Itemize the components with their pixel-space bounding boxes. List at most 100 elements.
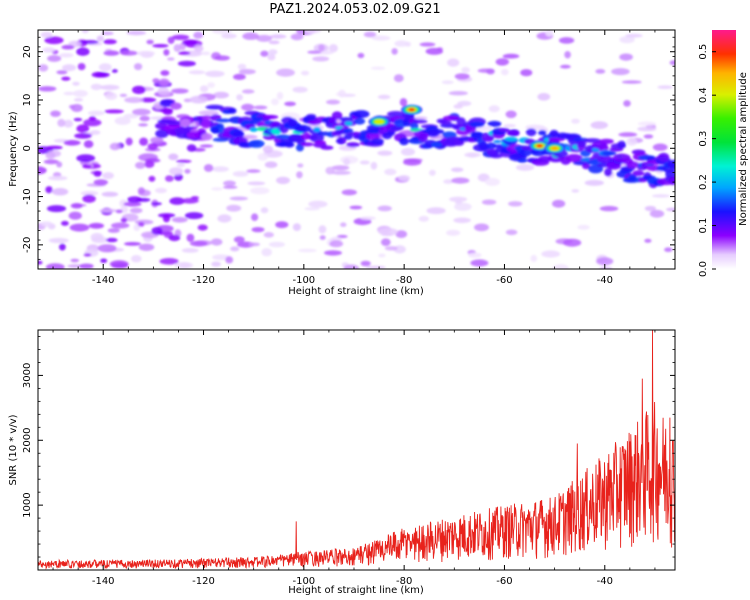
spectrogram-ridge-blob (667, 159, 675, 169)
spectrogram-ridge-blob (320, 145, 334, 150)
spectrogram-noise-blob (139, 97, 157, 103)
y-tick-label: 20 (22, 45, 33, 58)
spectrogram-noise-blob (189, 240, 208, 247)
spectrogram-noise-blob (223, 180, 236, 187)
spectrogram-noise-blob (590, 121, 608, 129)
spectrogram-ridge-blob (442, 115, 460, 121)
spectrogram-noise-blob (73, 90, 88, 97)
spectrogram-noise-blob (76, 47, 90, 56)
spectrogram-noise-blob (560, 64, 571, 69)
spectrogram-noise-blob (150, 136, 164, 144)
spectrogram-noise-blob (384, 246, 398, 251)
spectrogram-noise-blob (269, 34, 287, 39)
spectrogram-noise-blob (45, 263, 65, 269)
spectrogram-ridge-blob (499, 127, 510, 133)
spectrogram-noise-blob (251, 213, 259, 221)
spectrogram-noise-blob (290, 33, 304, 41)
spectrogram-noise-blob (57, 118, 66, 127)
spectrogram-noise-blob (133, 224, 141, 231)
spectrogram-noise-blob (93, 179, 109, 186)
spectrogram-noise-blob (48, 237, 69, 244)
spectrogram-noise-blob (199, 85, 209, 93)
spectrogram-noise-blob (81, 30, 89, 34)
spectrogram-noise-blob (242, 134, 258, 140)
spectrogram-noise-blob (217, 214, 232, 223)
spectrogram-ridge-blob (180, 118, 191, 127)
spectrogram-noise-blob (481, 199, 497, 205)
spectrogram-noise-blob (46, 205, 67, 213)
spectrogram-noise-blob (275, 221, 289, 229)
spectrogram-noise-blob (395, 230, 408, 239)
spectrogram-noise-blob (651, 194, 670, 198)
spectrogram-noise-blob (451, 167, 464, 173)
spectrogram-x-axis-label: Height of straight line (km) (288, 286, 424, 297)
spectrogram-noise-blob (669, 60, 675, 66)
spectrogram-noise-blob (619, 36, 635, 44)
spectrogram-noise-blob (343, 264, 360, 269)
spectrogram-ridge-core (344, 121, 353, 126)
spectrogram-noise-blob (124, 97, 144, 103)
x-tick-label: -100 (292, 275, 315, 286)
spectrogram-ridge-blob (211, 127, 220, 134)
spectrogram-noise-blob (377, 205, 392, 212)
spectrogram-ridge-blob (284, 141, 295, 148)
spectrogram-ridge-blob (486, 142, 497, 150)
spectrogram-noise-blob (151, 202, 162, 206)
spectrogram-noise-blob (38, 64, 49, 72)
x-tick-label: -140 (92, 576, 115, 587)
spectrogram-noise-blob (233, 236, 245, 243)
spectrogram-noise-blob (657, 85, 673, 89)
spectrogram-noise-blob (341, 189, 357, 196)
spectrogram-noise-blob (447, 58, 460, 67)
spectrogram-noise-blob (505, 110, 517, 119)
y-tick-label: 2000 (22, 428, 33, 453)
spectrogram-noise-blob (146, 39, 154, 45)
spectrogram-noise-blob (178, 51, 191, 56)
spectrogram-ridge-blob (506, 130, 520, 137)
spectrogram-noise-blob (168, 234, 181, 242)
spectrogram-noise-blob (125, 137, 133, 146)
spectrogram-noise-blob (484, 177, 500, 186)
snr-series-line (38, 330, 675, 570)
spectrogram-ridge-blob (565, 154, 583, 163)
spectrogram-noise-blob (363, 31, 377, 38)
y-tick-label: 3000 (22, 363, 33, 388)
spectrogram-noise-blob (132, 108, 151, 116)
spectrogram-noise-blob (619, 53, 633, 61)
spectrogram-noise-blob (132, 85, 146, 95)
spectrogram-noise-blob (103, 39, 117, 45)
spectrogram-noise-blob (73, 117, 83, 122)
spectrogram-noise-blob (147, 143, 158, 151)
spectrogram-noise-blob (413, 116, 428, 120)
spectrogram-noise-blob (515, 164, 535, 171)
spectrogram-noise-blob (103, 50, 120, 56)
x-tick-label: -40 (597, 576, 613, 587)
spectrogram-noise-blob (637, 121, 657, 126)
spectrogram-noise-blob (90, 232, 104, 242)
spectrogram-noise-blob (454, 73, 470, 80)
spectrogram-noise-blob (197, 224, 208, 231)
spectrogram-noise-blob (82, 194, 96, 203)
spectrogram-noise-blob (186, 233, 195, 242)
spectrogram-noise-blob (167, 36, 175, 44)
spectrogram-noise-blob (171, 217, 188, 223)
spectrogram-noise-blob (51, 188, 69, 196)
spectrogram-noise-blob (318, 225, 327, 234)
spectrogram-noise-blob (83, 253, 92, 257)
spectrogram-noise-blob (56, 161, 63, 168)
spectrogram-noise-blob (225, 256, 234, 264)
spectrogram-noise-blob (70, 203, 83, 209)
x-tick-label: -100 (292, 576, 315, 587)
spectrogram-noise-blob (340, 222, 347, 227)
colorbar-gradient (712, 30, 736, 269)
spectrogram-noise-blob (111, 69, 118, 73)
spectrogram-ridge-blob (658, 152, 670, 162)
spectrogram-noise-blob (155, 187, 167, 194)
spectrogram-noise-blob (100, 258, 108, 264)
spectrogram-noise-blob (328, 44, 338, 53)
spectrogram-noise-blob (105, 92, 118, 100)
spectrogram-noise-blob (403, 159, 422, 166)
spectrogram-ridge-blob (599, 138, 614, 145)
spectrogram-noise-blob (97, 244, 117, 253)
